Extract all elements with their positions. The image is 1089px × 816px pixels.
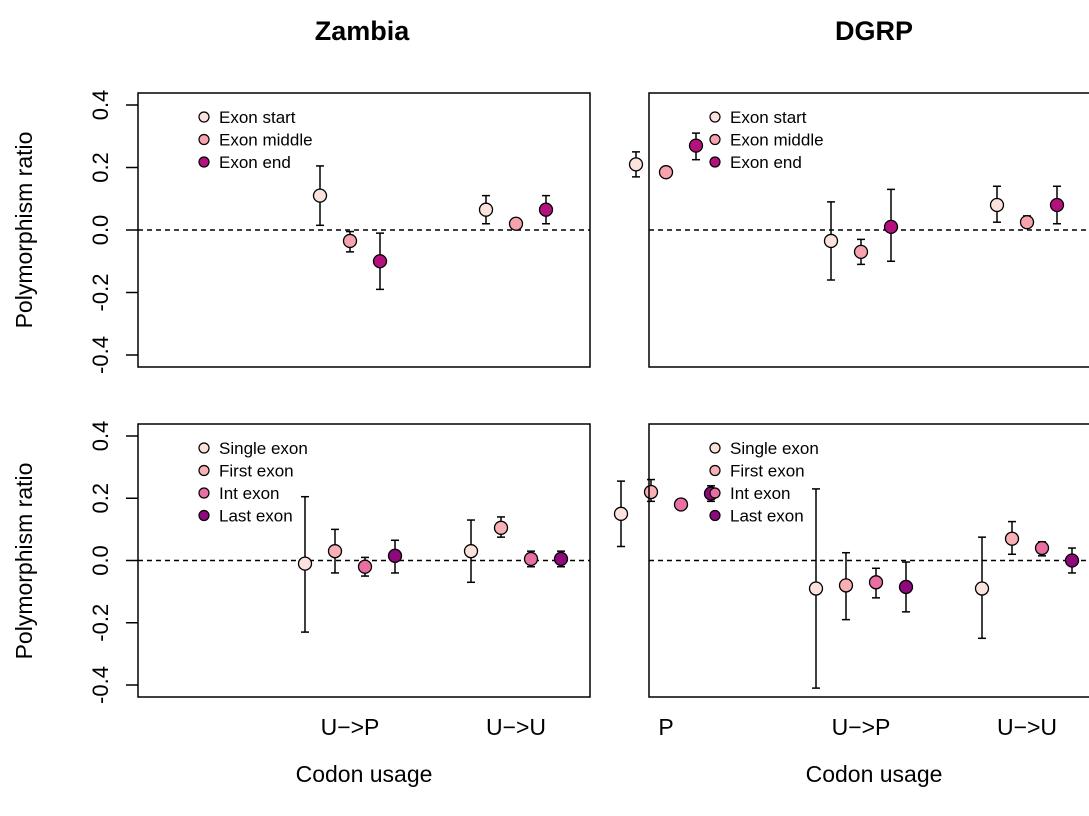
- legend-label: Single exon: [730, 439, 819, 458]
- data-point: [493, 520, 509, 535]
- legend-marker: [198, 487, 210, 499]
- x-category-label: U−>P: [321, 714, 380, 740]
- legend-label: Last exon: [730, 507, 804, 526]
- y-tick-label: 0.0: [88, 545, 113, 576]
- title-dgrp: DGRP: [835, 16, 913, 46]
- legend-marker: [198, 111, 210, 123]
- data-point: [538, 202, 554, 217]
- data-point: [463, 544, 479, 559]
- x-category-label: U−>P: [832, 714, 891, 740]
- data-point: [808, 581, 824, 596]
- data-point: [372, 254, 388, 269]
- legend-marker: [709, 464, 721, 477]
- legend-label: Single exon: [219, 439, 308, 458]
- data-point: [1049, 197, 1065, 213]
- ylabel-top: Polymorphism ratio: [11, 132, 37, 329]
- data-point: [853, 244, 869, 260]
- xlabel-zambia: Codon usage: [296, 761, 433, 787]
- y-tick-label: -0.2: [88, 274, 113, 312]
- data-point: [327, 544, 343, 559]
- xlabel-dgrp: Codon usage: [806, 761, 943, 787]
- y-tick-label: 0.0: [88, 215, 113, 246]
- data-point: [838, 578, 854, 593]
- data-point: [628, 157, 644, 172]
- legend-marker: [709, 156, 721, 168]
- data-point: [553, 551, 569, 567]
- legend-marker: [198, 156, 210, 168]
- data-point: [297, 556, 313, 571]
- y-tick-label: 0.2: [88, 152, 113, 183]
- legend-label: Int exon: [219, 484, 280, 503]
- legend-marker: [709, 509, 721, 522]
- data-point: [613, 506, 629, 521]
- data-point: [868, 575, 884, 590]
- x-category-label: U−>U: [997, 714, 1057, 740]
- data-point: [688, 138, 704, 153]
- legend-label: First exon: [730, 462, 805, 481]
- data-point: [823, 233, 839, 249]
- legend-marker: [709, 487, 721, 499]
- y-tick-label: 0.4: [88, 90, 113, 121]
- data-point: [508, 216, 524, 231]
- data-point: [989, 197, 1005, 213]
- data-point: [387, 548, 403, 563]
- data-point: [1064, 553, 1080, 568]
- y-tick-label: -0.4: [88, 336, 113, 374]
- legend-marker: [709, 442, 721, 454]
- data-point: [898, 579, 914, 595]
- ylabel-bottom: Polymorphism ratio: [11, 463, 37, 660]
- title-zambia: Zambia: [315, 16, 411, 46]
- legend-label: Last exon: [219, 507, 293, 526]
- legend-marker: [198, 509, 210, 522]
- data-point: [523, 551, 539, 567]
- legend-label: Exon end: [219, 153, 291, 172]
- data-point: [1034, 540, 1050, 556]
- y-tick-label: 0.4: [88, 421, 113, 452]
- legend-label: Exon start: [730, 108, 807, 127]
- legend-label: First exon: [219, 462, 294, 481]
- data-point: [1004, 531, 1020, 546]
- data-point: [658, 165, 674, 180]
- panel-zambia-top: -0.4 -0.2 0.0 0.2 0.4 Exon start Exon middle Ex…: [88, 90, 704, 374]
- legend-marker: [198, 442, 210, 454]
- data-point: [312, 188, 328, 203]
- data-point: [1019, 215, 1035, 230]
- data-point: [643, 484, 659, 500]
- legend-label: Exon middle: [219, 131, 313, 150]
- legend-label: Int exon: [730, 484, 791, 503]
- data-point: [974, 581, 990, 596]
- data-point: [357, 559, 373, 574]
- panel-dgrp-bottom: U−>P U−>U P Single exon First exon Int exon La…: [648, 423, 1089, 740]
- panel-dgrp-top: Exon start Exon middle Exon end: [648, 92, 1089, 368]
- legend-label: Exon end: [730, 153, 802, 172]
- data-point: [342, 233, 358, 249]
- x-category-label: U−>U: [486, 714, 546, 740]
- legend-marker: [709, 133, 721, 146]
- legend-label: Exon middle: [730, 131, 824, 150]
- y-tick-label: -0.4: [88, 666, 113, 704]
- legend-marker: [198, 133, 210, 146]
- legend-marker: [709, 111, 721, 123]
- y-tick-label: 0.2: [88, 483, 113, 514]
- data-point: [883, 219, 899, 235]
- data-point: [478, 202, 494, 217]
- x-category-label: P: [658, 714, 673, 740]
- legend-marker: [198, 464, 210, 477]
- data-point: [673, 497, 689, 512]
- y-tick-label: -0.2: [88, 604, 113, 642]
- panel-zambia-bottom: -0.4 -0.2 0.0 0.2 0.4 U−>P U−>U P Single exon Fir…: [88, 421, 719, 740]
- legend-label: Exon start: [219, 108, 296, 127]
